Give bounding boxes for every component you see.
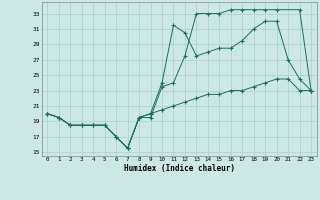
X-axis label: Humidex (Indice chaleur): Humidex (Indice chaleur) bbox=[124, 164, 235, 173]
